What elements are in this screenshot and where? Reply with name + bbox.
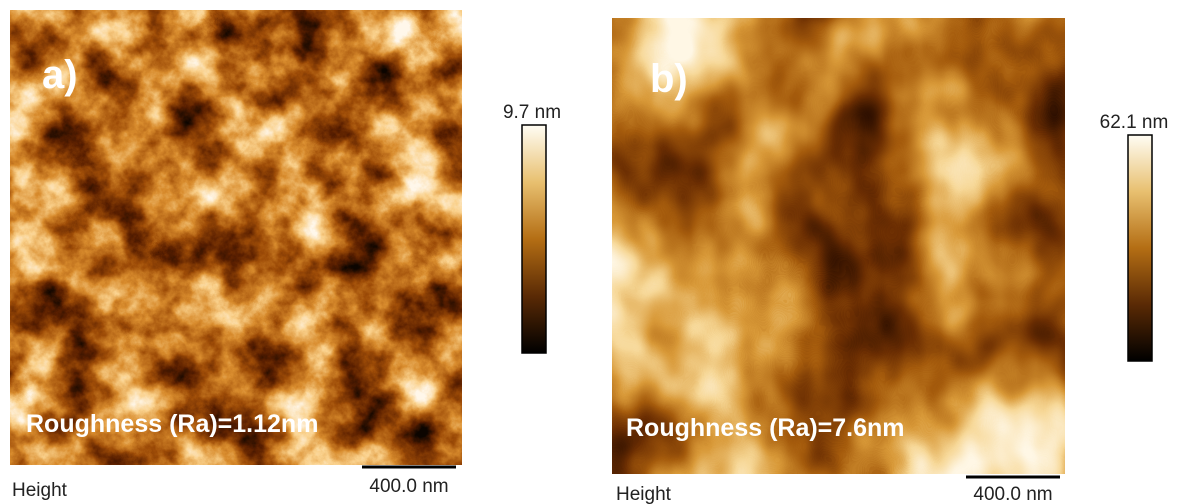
channel-label: Height: [616, 484, 672, 504]
roughness: Roughness (Ra)=7.6nm: [626, 414, 905, 442]
colorbar-max: 9.7 nm: [503, 102, 561, 123]
scale-bar-label: 400.0 nm: [369, 476, 448, 497]
roughness: Roughness (Ra)=1.12nm: [26, 410, 318, 438]
page: a) Roughness (Ra)=1.12nm Height 400.0 nm…: [0, 0, 1179, 504]
afm-image: [10, 10, 462, 465]
scale-bar-label: 400.0 nm: [973, 484, 1052, 504]
colorbar: [1128, 135, 1152, 361]
channel-label: Height: [12, 480, 68, 501]
panel-label: b): [650, 57, 688, 101]
colorbar-max: 62.1 nm: [1100, 112, 1169, 133]
panel-label: a): [42, 53, 78, 97]
colorbar: [522, 125, 546, 353]
figure: a) Roughness (Ra)=1.12nm Height 400.0 nm…: [0, 0, 1179, 504]
